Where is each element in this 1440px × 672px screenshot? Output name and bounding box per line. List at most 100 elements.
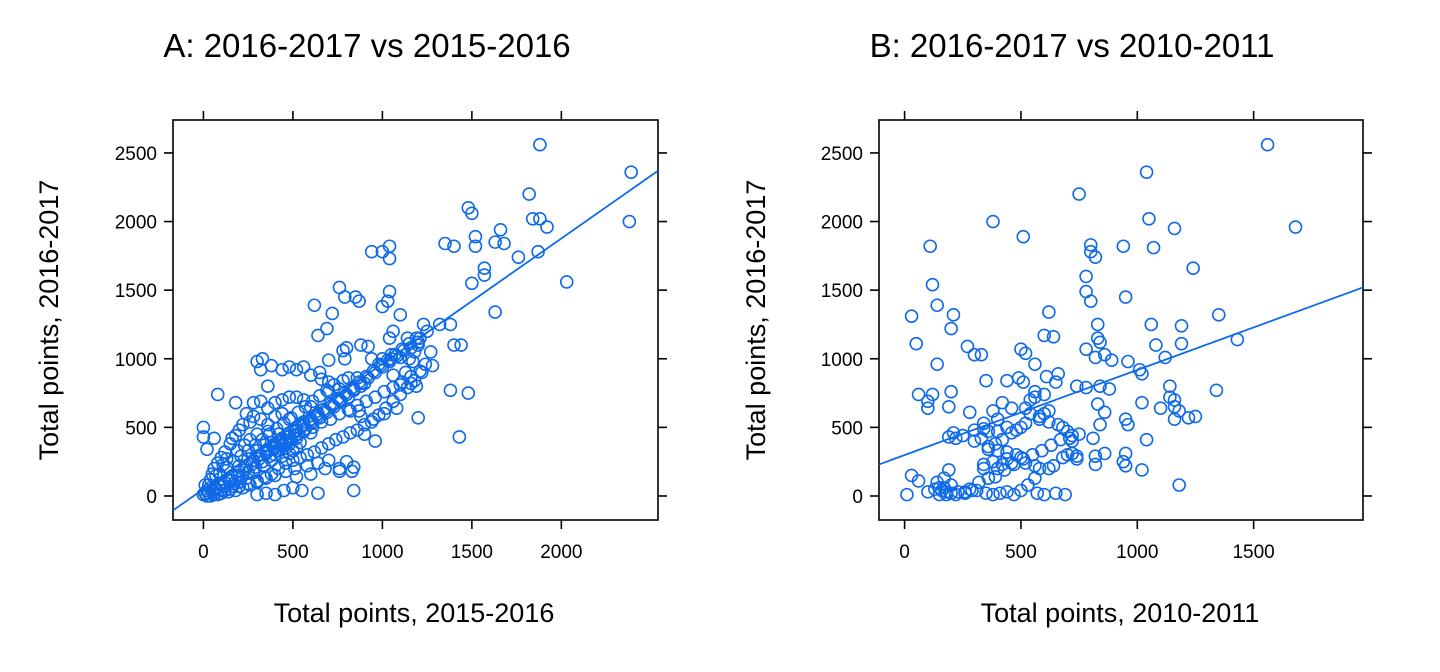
panel-b-y-axis-label: Total points, 2016-2017: [741, 180, 771, 461]
panel-a-data-point: [228, 395, 243, 410]
panel-a-data-point: [268, 487, 282, 502]
panel-b-data-point: [1260, 137, 1275, 152]
panel-b-data-point: [1167, 412, 1182, 426]
panel-b-data-point: [1083, 238, 1098, 252]
panel-a-data-point: [454, 338, 468, 352]
panel-a-data-point: [282, 390, 297, 404]
panel-b-data-point: [986, 454, 1000, 469]
panel-b-data-point: [1174, 336, 1189, 351]
panel-b-data-point: [1028, 390, 1042, 404]
panel-b-data-point: [925, 277, 940, 292]
panel-b-data-point: [1042, 404, 1056, 418]
panel-b-data-point: [1042, 305, 1056, 319]
panel-a-data-point: [241, 452, 255, 466]
panel-b-data-point: [1149, 338, 1163, 352]
panel-a-data-point: [531, 244, 545, 259]
panel-b-data-point: [1079, 269, 1093, 284]
panel-b-data-point: [1104, 353, 1119, 367]
panel-a-data-point: [253, 362, 268, 377]
panel-a-data-point: [416, 317, 431, 332]
panel-a-data-point: [289, 390, 304, 404]
panel-b-data-point: [1118, 458, 1133, 473]
panel-b-x-tick-label: 0: [899, 542, 910, 563]
panel-a-data-point: [382, 331, 397, 345]
panel-b-data-point: [1090, 317, 1105, 332]
panel-b-data-point: [1072, 427, 1086, 442]
panel-a-data-point: [275, 393, 289, 407]
panel-b-data-point: [1121, 354, 1135, 369]
panel-a-data-point: [314, 415, 329, 429]
panel-b-data-point: [1037, 387, 1052, 402]
panel-a-data-point: [275, 406, 289, 421]
panel-b-data-point: [1167, 393, 1182, 407]
panel-a-data-point: [377, 384, 391, 399]
panel-a-data-point: [312, 365, 327, 380]
panel-a-data-point: [533, 211, 547, 226]
panel-b-data-point: [1051, 367, 1065, 381]
panel-b-data-point: [1049, 486, 1063, 501]
panel-b-data-point: [939, 485, 954, 499]
panel-b-data-point: [1135, 395, 1149, 410]
panel-a-data-point: [221, 472, 236, 487]
panel-a-x-axis-label: Total points, 2015-2016: [274, 598, 555, 628]
panel-b-data-point: [1135, 463, 1149, 477]
panel-b-data-point: [942, 463, 956, 477]
panel-a-data-point: [268, 468, 282, 483]
panel-b-data-point: [1186, 261, 1200, 275]
panel-a-data-point: [352, 294, 366, 308]
panel-a-data-point: [389, 401, 404, 415]
panel-a-data-point: [200, 442, 214, 457]
panel-b-data-point: [993, 486, 1007, 501]
panel-a-data-point: [250, 487, 264, 502]
panel-a-plot-frame: [172, 119, 659, 521]
panel-a-data-point: [261, 379, 275, 394]
panel-b-y-tick-label: 1000: [821, 350, 863, 371]
panel-b-data-point: [1144, 317, 1159, 332]
panel-a-data-point: [289, 362, 304, 377]
panel-a-data-point: [277, 483, 291, 498]
panel-a-data-point: [443, 383, 458, 398]
panel-b-y-tick-label: 500: [831, 418, 863, 439]
panel-a-data-point: [250, 443, 264, 458]
panel-b: B: 2016-2017 vs 2010-2011 Total points, …: [741, 27, 1372, 628]
panel-b-data-point: [1088, 457, 1103, 472]
panel-b-data-point: [1118, 290, 1133, 304]
panel-b-data-point: [1000, 373, 1014, 388]
panel-a-data-point: [304, 368, 318, 383]
panel-a-data-point: [325, 306, 340, 321]
panel-b-data-point: [995, 432, 1010, 447]
panel-b-data-point: [1093, 335, 1107, 350]
panel-b-data-point: [1037, 487, 1052, 502]
panel-b-data-point: [1288, 220, 1303, 234]
panel-b-data-point: [1053, 432, 1068, 447]
panel-a-y-tick-label: 0: [146, 487, 157, 508]
panel-a-x-tick-label: 2000: [540, 542, 582, 563]
panel-b-data-point: [909, 336, 924, 351]
panel-b-data-point: [1069, 452, 1084, 466]
panel-b-data-point: [1014, 342, 1028, 356]
panel-a-data-point: [289, 469, 304, 484]
panel-b-data-point: [911, 387, 926, 402]
panel-a-data-point: [296, 424, 311, 439]
panel-b-data-point: [986, 214, 1000, 229]
panel-b-data-point: [1086, 431, 1100, 446]
panel-a-data-point: [282, 360, 297, 374]
panel-b-data-point: [930, 357, 944, 372]
panel-a-data-point: [377, 406, 391, 421]
panel-a-data-point: [533, 137, 547, 152]
panel-a-data-point: [443, 317, 458, 332]
panel-b-data-point: [1007, 487, 1021, 502]
panel-a-data-point: [286, 443, 300, 458]
panel-a-data-point: [259, 486, 273, 501]
panel-a-data-point: [372, 408, 386, 422]
panel-a-data-point: [304, 426, 318, 440]
panel-b-y-tick-label: 0: [852, 487, 863, 508]
panel-b-data-point: [1016, 375, 1031, 389]
panel-b-data-point: [1097, 446, 1112, 461]
panel-a-data-point: [210, 387, 225, 402]
panel-b-data-point: [900, 487, 914, 502]
panel-a-x-tick-label: 0: [198, 542, 209, 563]
panel-b-data-point: [988, 437, 1003, 451]
panel-a-data-point: [411, 410, 425, 425]
panel-a-data-point: [311, 486, 325, 501]
